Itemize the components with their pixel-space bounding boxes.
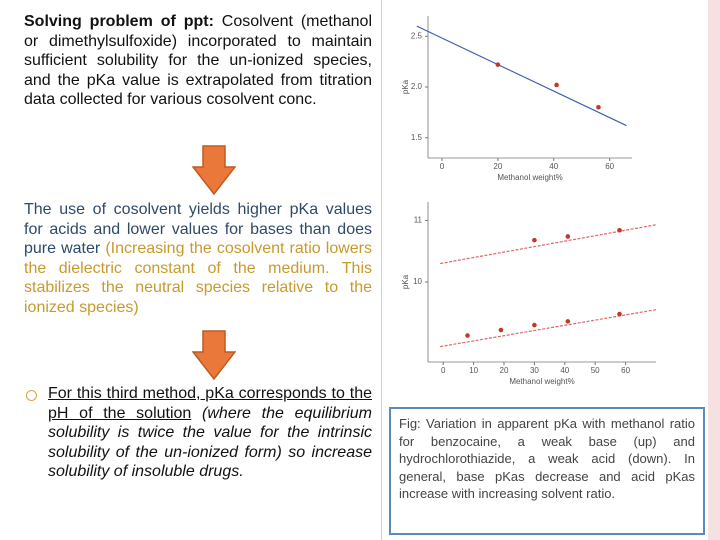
data-point	[565, 319, 571, 324]
caption: Fig: Variation in apparent pKa with meth…	[389, 407, 705, 535]
underlined-text: For this third method, pKa corresponds t…	[48, 385, 372, 422]
data-point	[532, 322, 537, 328]
note-text: (Increasing the cosolvent ratio lowers t…	[24, 240, 373, 316]
x-tick-label: 20	[493, 162, 502, 171]
data-point	[617, 311, 622, 317]
y-tick-label: 2.0	[411, 82, 423, 91]
lead: Solving problem of ppt:	[24, 13, 214, 30]
data-point	[495, 62, 501, 67]
down-arrow	[192, 145, 236, 195]
x-axis-label: Methanol weight%	[497, 173, 562, 182]
data-point	[617, 228, 622, 233]
x-tick-label: 0	[440, 162, 445, 171]
x-tick-label: 50	[591, 366, 600, 375]
fit-line	[440, 309, 657, 348]
data-point	[532, 237, 537, 243]
data-point	[498, 327, 504, 333]
text-block: The use of cosolvent yields higher pKa v…	[24, 200, 372, 317]
chart: 1.5 2.0 2.5 0 20 40 60 pKa Methanol weight%	[401, 16, 632, 182]
y-tick-label: 10	[413, 277, 422, 286]
x-tick-label: 20	[500, 366, 509, 375]
x-tick-label: 40	[549, 162, 558, 171]
chart: 10 11 0 10 20 30 40 50 60 pKa Methanol weight%	[401, 202, 657, 386]
x-tick-label: 60	[621, 366, 630, 375]
x-tick-label: 30	[530, 366, 539, 375]
body-text: The use of cosolvent yields higher pKa v…	[24, 201, 372, 257]
x-tick-label: 40	[560, 366, 569, 375]
x-axis-label: Methanol weight%	[509, 377, 574, 386]
text-block: For this third method, pKa corresponds t…	[48, 384, 372, 482]
edge-band	[708, 0, 720, 540]
x-tick-label: 60	[605, 162, 614, 171]
down-arrow	[192, 330, 236, 380]
y-axis-label: pKa	[401, 79, 410, 94]
x-tick-label: 10	[469, 366, 478, 375]
data-point	[565, 234, 571, 239]
divider	[381, 0, 382, 540]
body-text: Cosolvent (methanol or dimethylsulfoxide…	[24, 13, 372, 108]
data-point	[596, 104, 601, 110]
data-point	[554, 82, 559, 88]
bullet	[26, 390, 37, 401]
fit-line	[416, 25, 627, 127]
data-point	[465, 333, 470, 338]
fit-line	[440, 224, 657, 265]
y-tick-label: 2.5	[411, 31, 423, 40]
y-axis-label: pKa	[401, 274, 410, 289]
text-block: Solving problem of ppt: Cosolvent (metha…	[24, 12, 372, 110]
y-tick-label: 1.5	[411, 133, 423, 142]
x-tick-label: 0	[441, 366, 446, 375]
body-text: increase solubility of insoluble drugs.	[48, 443, 373, 481]
y-tick-label: 11	[414, 216, 423, 225]
italic-text: (where the equilibrium solubility is twi…	[48, 404, 372, 461]
